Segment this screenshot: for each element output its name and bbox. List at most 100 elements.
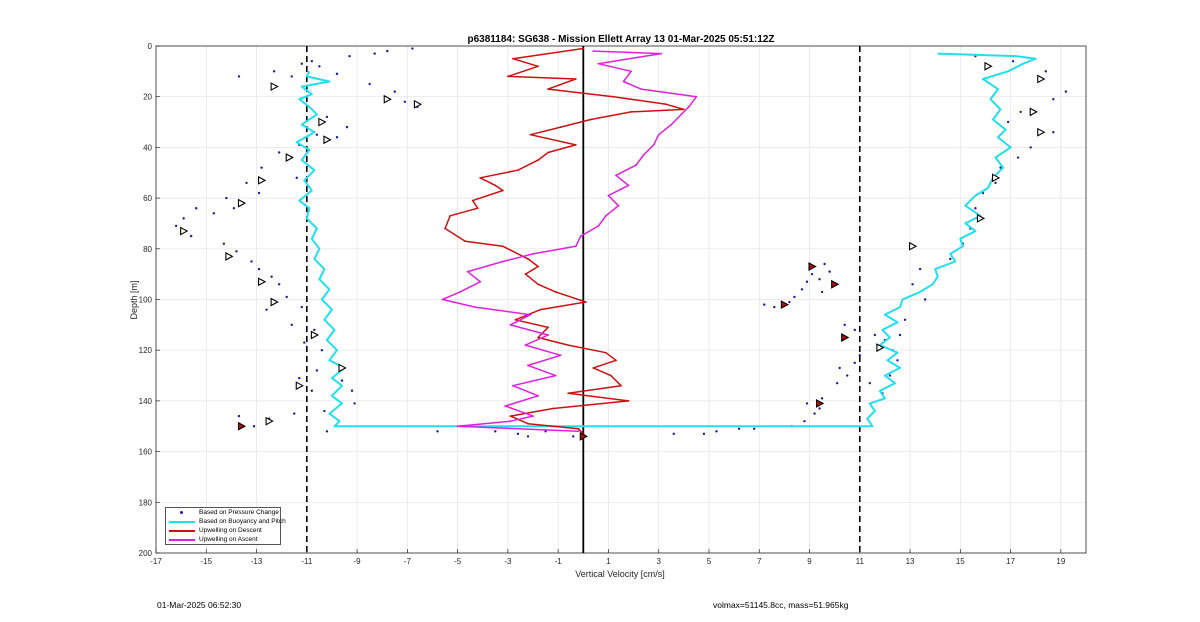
data-point-based-on-pressure-change — [257, 191, 261, 195]
series-point-upwelling-on-descent — [449, 214, 451, 217]
series-point-upwelling-on-ascent — [456, 425, 459, 428]
data-point-based-on-pressure-change — [195, 207, 198, 210]
data-point-based-on-pressure-change — [873, 333, 877, 337]
series-point-upwelling-on-descent — [517, 169, 519, 172]
triangle-marker — [270, 82, 279, 91]
series-point-upwelling-on-ascent — [597, 62, 600, 65]
data-point-based-on-pressure-change — [237, 414, 241, 418]
series-point-upwelling-on-descent — [529, 133, 532, 136]
series-point-upwelling-on-ascent — [635, 164, 637, 167]
data-point-based-on-pressure-change — [823, 262, 826, 266]
series-point-upwelling-on-ascent — [512, 384, 514, 387]
series-point-upwelling-on-descent — [444, 227, 446, 230]
y-tick-label: 100 — [139, 296, 153, 305]
series-point-upwelling-on-descent — [537, 65, 539, 68]
x-tick-label: -11 — [301, 557, 313, 566]
series-point-upwelling-on-descent — [514, 318, 517, 321]
data-point-based-on-pressure-change — [353, 402, 356, 405]
series-point-upwelling-on-descent — [539, 308, 542, 311]
data-point-based-on-pressure-change — [300, 305, 303, 309]
data-point-based-on-pressure-change — [325, 115, 329, 119]
series-point-upwelling-on-descent — [592, 367, 595, 369]
data-point-based-on-pressure-change — [257, 267, 261, 271]
data-point-based-on-pressure-change — [923, 298, 927, 301]
series-point-upwelling-on-descent — [527, 422, 529, 425]
triangle-marker — [909, 241, 918, 251]
series-point-upwelling-on-ascent — [579, 235, 582, 238]
data-point-based-on-pressure-change — [949, 257, 952, 261]
data-point-based-on-pressure-change — [310, 389, 314, 392]
data-point-based-on-pressure-change — [805, 402, 809, 405]
data-point-based-on-pressure-change — [516, 432, 520, 436]
data-point-based-on-pressure-change — [572, 435, 575, 438]
series-point-upwelling-on-descent — [559, 126, 562, 129]
legend-swatch-pressure — [180, 511, 183, 514]
x-tick-label: 15 — [956, 557, 965, 566]
y-tick-label: 160 — [139, 448, 153, 457]
series-point-upwelling-on-ascent — [559, 354, 562, 357]
series-point-upwelling-on-descent — [464, 240, 467, 243]
data-point-based-on-pressure-change — [315, 133, 319, 136]
data-point-based-on-pressure-change — [320, 349, 324, 352]
series-point-upwelling-on-descent — [610, 374, 612, 377]
series-point-upwelling-on-descent — [506, 75, 509, 78]
triangle-marker — [413, 99, 423, 109]
triangle-marker — [1029, 107, 1038, 117]
x-tick-label: 17 — [1006, 557, 1015, 566]
x-tick-label: 19 — [1056, 557, 1065, 566]
data-point-based-on-pressure-change — [494, 430, 497, 433]
x-tick-label: 5 — [707, 557, 712, 566]
data-point-based-on-pressure-change — [270, 275, 273, 278]
data-point-based-on-pressure-change — [903, 318, 907, 321]
series-point-upwelling-on-ascent — [532, 415, 534, 418]
data-point-based-on-pressure-change — [393, 90, 396, 93]
series-point-upwelling-on-ascent — [640, 88, 643, 90]
legend-swatch-descent — [169, 530, 195, 532]
series-point-upwelling-on-ascent — [479, 280, 482, 283]
triangle-marker — [383, 94, 392, 104]
series-point-upwelling-on-ascent — [459, 290, 462, 293]
series-point-upwelling-on-descent — [494, 184, 497, 187]
x-axis-label: Vertical Velocity [cm/s] — [575, 569, 665, 579]
y-tick-label: 180 — [139, 498, 153, 507]
legend-item-descent: Upwelling on Descent — [166, 527, 280, 536]
data-point-based-on-pressure-change — [1044, 70, 1047, 73]
series-point-upwelling-on-descent — [584, 301, 587, 303]
series-point-upwelling-on-ascent — [607, 194, 610, 197]
footer-vol-mass: volmax=51145.8cc, mass=51.965kg — [713, 600, 849, 610]
legend-item-pressure: Based on Pressure Change — [166, 509, 280, 518]
markers-group — [180, 61, 1046, 441]
series-point-upwelling-on-ascent — [529, 313, 532, 316]
data-point-based-on-pressure-change — [386, 49, 389, 53]
series-point-upwelling-on-descent — [471, 199, 474, 202]
data-point-based-on-pressure-change — [250, 260, 253, 263]
x-tick-label: -13 — [251, 557, 263, 566]
series-point-upwelling-on-descent — [501, 189, 504, 192]
data-point-based-on-pressure-change — [820, 397, 824, 400]
data-point-based-on-pressure-change — [411, 47, 414, 50]
series-point-upwelling-on-ascent — [642, 154, 645, 156]
data-point-based-on-pressure-change — [403, 100, 407, 103]
x-tick-label: 3 — [656, 557, 661, 566]
series-point-upwelling-on-ascent — [605, 214, 607, 217]
data-point-based-on-pressure-change — [994, 181, 997, 185]
red-marker — [831, 279, 840, 289]
series-point-upwelling-on-ascent — [680, 113, 683, 116]
data-point-based-on-pressure-change — [293, 412, 296, 415]
red-marker — [237, 421, 247, 431]
data-point-based-on-pressure-change — [222, 242, 226, 245]
series-group — [174, 47, 1068, 438]
data-point-based-on-pressure-change — [702, 432, 706, 436]
data-point-based-on-pressure-change — [340, 379, 344, 382]
series-point-upwelling-on-descent — [547, 88, 550, 90]
x-tick-label: -15 — [200, 557, 212, 566]
data-point-based-on-pressure-change — [318, 65, 321, 68]
data-point-based-on-pressure-change — [245, 181, 248, 185]
series-point-upwelling-on-ascent — [687, 105, 690, 108]
series-point-upwelling-on-descent — [509, 415, 512, 418]
triangle-marker — [338, 363, 347, 373]
data-point-based-on-pressure-change — [818, 407, 821, 410]
series-point-upwelling-on-ascent — [597, 225, 600, 227]
series-point-upwelling-on-ascent — [630, 70, 632, 73]
data-point-based-on-pressure-change — [737, 427, 741, 430]
